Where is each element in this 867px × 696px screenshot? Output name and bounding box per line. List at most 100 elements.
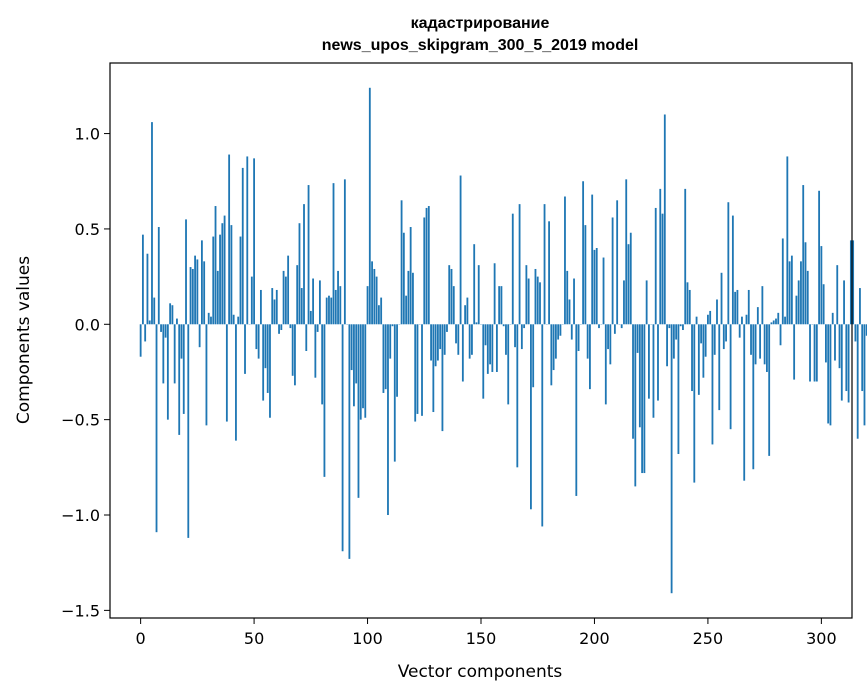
bar-137 xyxy=(450,268,453,325)
bar-92 xyxy=(348,324,351,559)
bar-30 xyxy=(207,312,210,325)
bar-47 xyxy=(246,156,249,325)
x-tick-label: 50 xyxy=(244,629,264,648)
bar-313 xyxy=(849,240,852,325)
bar-257 xyxy=(722,324,725,350)
bar-258 xyxy=(725,324,727,342)
bar-252 xyxy=(711,324,714,445)
bar-54 xyxy=(262,324,265,401)
bar-241 xyxy=(686,282,689,325)
bar-143 xyxy=(464,305,467,325)
bar-97 xyxy=(359,324,362,420)
bar-128 xyxy=(430,324,432,361)
bar-149 xyxy=(477,265,480,325)
bar-169 xyxy=(523,324,526,329)
bar-195 xyxy=(582,181,585,325)
bar-182 xyxy=(552,324,555,371)
bar-135 xyxy=(446,324,448,332)
bar-53 xyxy=(259,289,262,325)
bar-81 xyxy=(323,324,326,477)
bar-17 xyxy=(178,324,181,435)
bar-12 xyxy=(166,324,169,420)
bar-109 xyxy=(387,324,389,516)
bar-124 xyxy=(421,324,423,416)
bar-261 xyxy=(731,215,734,325)
bar-245 xyxy=(695,316,698,325)
bar-159 xyxy=(500,286,503,325)
bar-7 xyxy=(155,324,158,533)
bar-102 xyxy=(371,261,373,325)
bar-32 xyxy=(212,236,215,325)
bar-265 xyxy=(741,316,743,325)
bar-74 xyxy=(307,185,310,325)
bar-20 xyxy=(185,219,187,325)
bar-136 xyxy=(448,265,451,325)
bar-224 xyxy=(648,324,650,399)
bar-153 xyxy=(486,324,489,374)
bar-213 xyxy=(623,280,625,325)
bar-145 xyxy=(468,324,471,359)
y-axis-label: Components values xyxy=(14,256,34,424)
bar-89 xyxy=(341,324,344,552)
bars-group xyxy=(139,87,867,594)
bar-151 xyxy=(482,324,485,399)
bar-67 xyxy=(291,324,294,376)
bar-303 xyxy=(827,324,830,424)
bar-274 xyxy=(761,286,764,325)
bar-230 xyxy=(661,213,664,325)
bar-209 xyxy=(613,324,616,334)
bar-234 xyxy=(670,324,673,594)
bar-170 xyxy=(525,265,528,325)
bar-107 xyxy=(382,324,385,393)
bar-165 xyxy=(514,324,516,348)
bar-101 xyxy=(368,87,371,325)
bar-146 xyxy=(471,324,473,355)
bar-154 xyxy=(489,324,491,365)
bar-180 xyxy=(548,221,550,325)
bar-280 xyxy=(775,318,777,325)
bar-183 xyxy=(554,324,557,359)
bar-277 xyxy=(768,324,771,456)
chart-title-line-2: news_upos_skipgram_300_5_2019 model xyxy=(322,37,639,54)
bar-144 xyxy=(466,297,469,325)
bar-302 xyxy=(825,324,827,363)
y-tick-label: −1.0 xyxy=(61,506,100,525)
x-axis-ticks: 0 50 100 150 200 250 300 xyxy=(136,618,837,648)
bar-271 xyxy=(754,324,757,365)
bar-2 xyxy=(144,324,147,342)
bar-229 xyxy=(659,188,662,325)
bar-119 xyxy=(409,227,412,325)
bar-125 xyxy=(423,217,426,325)
bar-284 xyxy=(784,316,786,325)
bar-160 xyxy=(502,324,505,327)
bar-301 xyxy=(822,284,825,325)
bar-138 xyxy=(452,286,455,325)
bar-108 xyxy=(384,324,387,390)
bar-311 xyxy=(845,324,848,392)
bar-270 xyxy=(752,324,755,470)
bar-286 xyxy=(788,261,791,325)
bar-70 xyxy=(298,223,301,325)
bar-99 xyxy=(364,324,367,418)
bar-46 xyxy=(244,324,246,374)
bar-110 xyxy=(389,324,392,359)
bar-3 xyxy=(146,253,149,325)
bar-237 xyxy=(677,324,680,454)
bar-220 xyxy=(638,324,641,428)
bar-289 xyxy=(795,295,798,325)
bar-199 xyxy=(591,194,594,325)
bar-22 xyxy=(189,267,192,325)
bar-152 xyxy=(484,324,487,346)
bar-56 xyxy=(266,324,269,393)
bar-276 xyxy=(766,324,768,372)
bar-273 xyxy=(759,324,762,359)
bar-175 xyxy=(536,276,539,325)
bar-223 xyxy=(645,280,648,325)
bar-188 xyxy=(566,270,569,325)
bar-44 xyxy=(239,236,242,325)
bar-207 xyxy=(609,324,612,365)
bar-249 xyxy=(704,324,707,357)
bar-319 xyxy=(863,324,866,426)
bar-40 xyxy=(230,225,233,325)
bar-11 xyxy=(164,324,167,338)
